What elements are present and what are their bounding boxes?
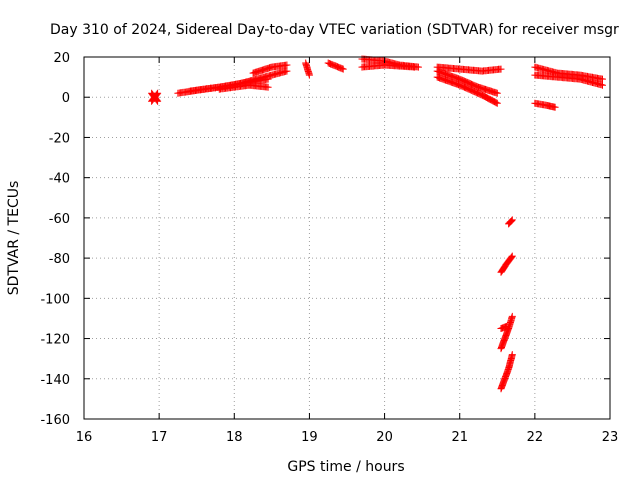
data-series-segment (249, 61, 291, 77)
y-tick-label: -120 (40, 333, 70, 348)
data-series-segment (215, 81, 272, 93)
data-series-segment (433, 67, 501, 97)
plus-markers (505, 216, 516, 228)
plus-markers (531, 99, 559, 111)
x-axis-label: GPS time / hours (287, 459, 404, 475)
x-tick-label: 21 (451, 430, 468, 445)
data-series-segment (433, 73, 501, 107)
plus-markers (497, 351, 516, 393)
data-series-segment (497, 323, 510, 332)
plus-markers (148, 89, 162, 105)
data-series-segment (433, 63, 505, 75)
plus-markers (302, 59, 313, 79)
y-tick-label: -20 (49, 131, 70, 146)
data-series-segment (531, 63, 606, 83)
y-axis-label: SDTVAR / TECUs (6, 181, 22, 296)
plus-markers (249, 61, 291, 77)
data-series-segment (531, 71, 606, 89)
plus-markers (433, 73, 501, 107)
data-series-segment (358, 61, 419, 71)
plus-markers (358, 61, 419, 71)
grid (84, 57, 610, 419)
data-series-segment (531, 99, 559, 111)
data-series-segment (497, 252, 516, 276)
x-tick-label: 18 (226, 430, 243, 445)
axis-ticks: 16 17 18 19 20 21 22 23 -160 -140 -120 -100 -80 -60 -4… (40, 51, 618, 445)
plus-markers (497, 312, 516, 353)
plus-markers (433, 63, 505, 75)
plot-frame (83, 56, 611, 420)
plus-markers (497, 323, 510, 332)
plus-markers (215, 81, 272, 93)
data-series-segment (148, 89, 162, 105)
y-tick-label: -80 (49, 252, 70, 267)
plus-markers (531, 63, 606, 83)
y-tick-label: 20 (53, 51, 70, 66)
plus-markers (433, 67, 501, 97)
chart-title: Day 310 of 2024, Sidereal Day-to-day VTE… (50, 22, 619, 38)
y-tick-label: -60 (49, 212, 70, 227)
x-tick-label: 22 (527, 430, 544, 445)
y-tick-label: -100 (40, 292, 70, 307)
plus-markers (531, 71, 606, 89)
plus-markers (324, 59, 347, 73)
x-tick-label: 19 (301, 430, 318, 445)
data-series-segment (324, 59, 347, 73)
y-tick-label: -40 (49, 172, 70, 187)
x-tick-label: 17 (151, 430, 168, 445)
y-tick-label: -160 (40, 413, 70, 428)
data-series-segment (497, 312, 516, 353)
y-tick-label: -140 (40, 373, 70, 388)
x-tick-label: 16 (76, 430, 93, 445)
data-points (148, 55, 606, 393)
x-tick-label: 23 (602, 430, 619, 445)
data-series-segment (505, 216, 516, 228)
plus-markers (497, 252, 516, 276)
y-tick-label: 0 (62, 91, 70, 106)
data-series-segment (302, 59, 313, 79)
data-series-segment (497, 351, 516, 393)
x-tick-label: 20 (376, 430, 393, 445)
